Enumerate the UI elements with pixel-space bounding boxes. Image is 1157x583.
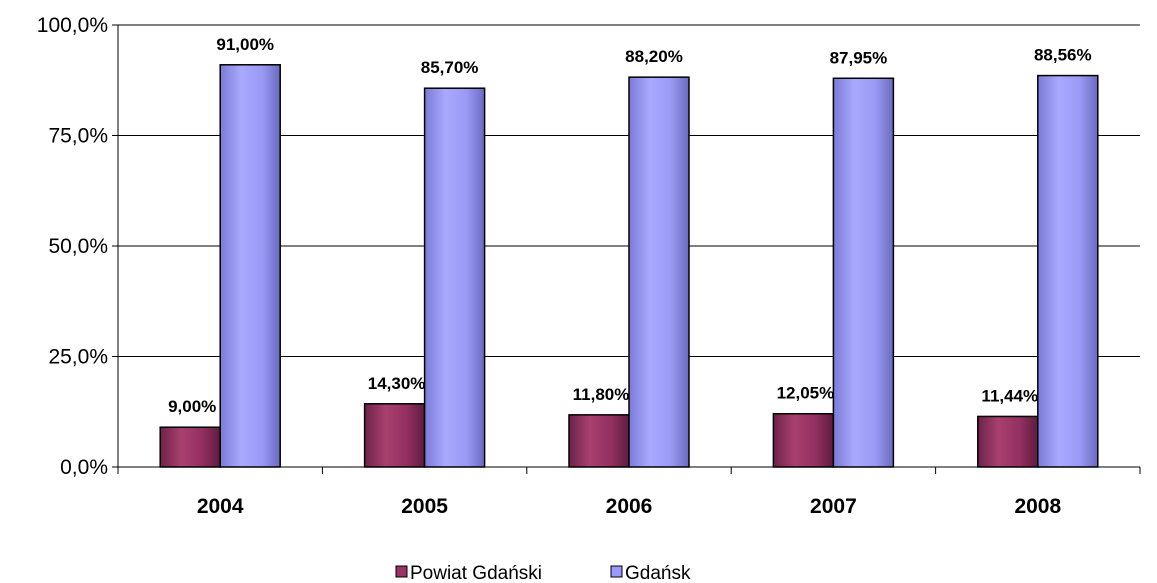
bar-powiat: [159, 426, 221, 468]
bar-gdansk: [832, 77, 895, 468]
data-label: 87,95%: [830, 48, 888, 67]
data-label: 11,44%: [981, 386, 1038, 405]
bar-gdansk: [1037, 74, 1099, 468]
bar-powiat: [568, 414, 630, 468]
data-label: 11,80%: [573, 385, 630, 404]
x-tick-label: 2008: [1014, 495, 1061, 518]
bar-gdansk: [628, 76, 690, 468]
y-axis: 0,0% 25,0% 50,0% 75,0% 100,0%: [37, 14, 119, 479]
bar-gdansk: [423, 87, 486, 468]
data-label: 12,05%: [777, 384, 835, 403]
legend-swatch: [610, 565, 623, 578]
x-axis: 2004 2005 2006 2007 2008: [117, 466, 1141, 518]
data-label: 91,00%: [216, 35, 274, 54]
data-label: 14,30%: [368, 374, 426, 393]
bars: [159, 64, 1099, 468]
bar-powiat: [363, 403, 426, 468]
legend-label: Powiat Gdański: [410, 563, 542, 583]
y-tick-label: 25,0%: [48, 346, 108, 369]
x-tick-label: 2007: [810, 495, 857, 518]
data-labels: 9,00% 14,30% 11,80% 12,05% 11,44% 91,00% 85,70…: [168, 35, 1092, 416]
data-label: 85,70%: [421, 58, 479, 77]
x-tick-label: 2004: [197, 495, 244, 518]
bar-powiat: [772, 412, 835, 468]
data-label: 9,00%: [168, 397, 216, 416]
legend: Powiat Gdański Gdańsk: [395, 563, 691, 583]
data-label: 88,56%: [1034, 46, 1092, 65]
bar-gdansk: [219, 64, 281, 468]
y-tick-label: 75,0%: [48, 125, 108, 148]
y-tick-label: 0,0%: [60, 456, 108, 479]
data-label: 88,20%: [625, 47, 683, 66]
y-tick-label: 50,0%: [48, 235, 108, 258]
x-tick-label: 2005: [401, 495, 448, 518]
legend-label: Gdańsk: [625, 563, 691, 583]
legend-swatch: [395, 565, 408, 578]
x-tick-label: 2006: [606, 495, 653, 518]
bar-powiat: [977, 415, 1039, 468]
y-tick-label: 100,0%: [37, 14, 108, 37]
